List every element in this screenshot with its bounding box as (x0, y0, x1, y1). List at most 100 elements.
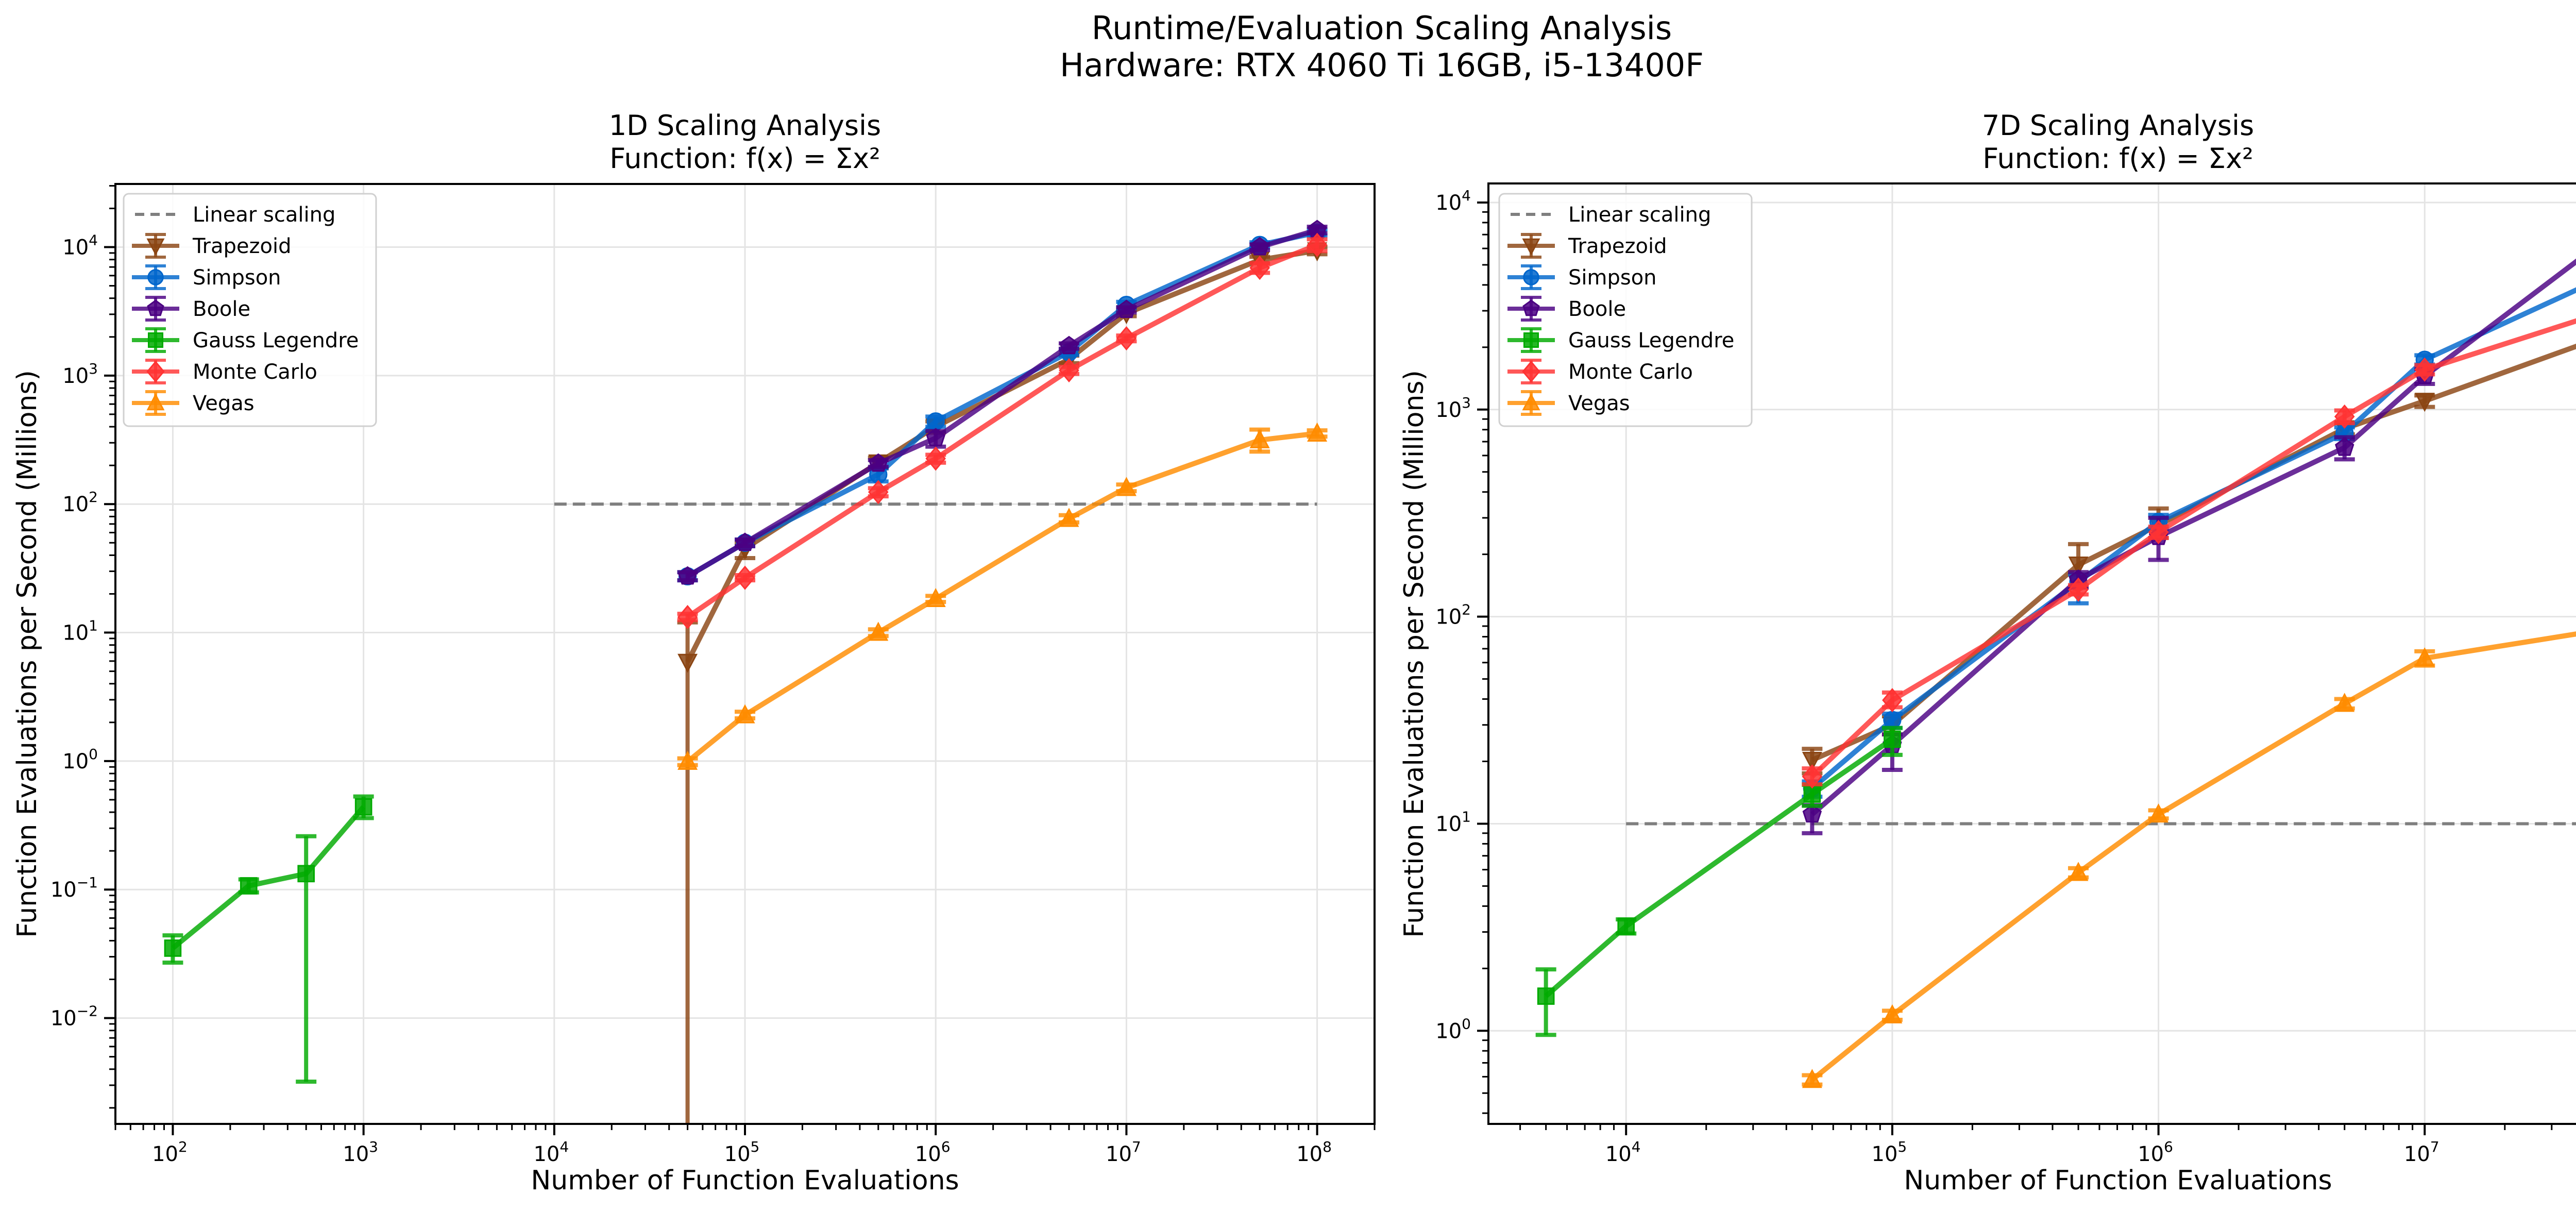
chart-1d-legend-marker-pentagon (147, 299, 164, 316)
chart-1d-line-monte-carlo (686, 242, 1318, 619)
chart-7d-legend-marker-pentagon (1522, 299, 1540, 316)
chart-7d-point-monte-carlo (2414, 357, 2435, 382)
chart-1d-point-gauss-legendre (164, 939, 182, 957)
chart-7d-point-monte-carlo (1802, 764, 1823, 789)
chart-7d-legend: Linear scaling Trapezoid Simpson Boole Gauss… (1498, 193, 1753, 427)
suptitle-line1: Runtime/Evaluation Scaling Analysis (1092, 9, 1672, 47)
chart-1d-point-vegas (677, 750, 698, 770)
chart-7d-legend-marker-triangle-down (1522, 238, 1540, 256)
chart-7d-legend-item-trapezoid: Trapezoid (1507, 233, 1667, 259)
chart-1d-point-vegas (1059, 508, 1079, 527)
chart-7d-legend-label: Linear scaling (1568, 203, 1711, 227)
chart-7d-legend-label: Vegas (1568, 392, 1630, 415)
chart-1d-legend-item-gauss-legendre: Gauss Legendre (132, 327, 359, 353)
chart-7d-point-vegas (2334, 693, 2355, 712)
chart-1d-legend-item-monte-carlo: Monte Carlo (132, 359, 317, 384)
chart-1d-ylabel: Function Evaluations per Second (Million… (12, 370, 43, 938)
chart-1d-line-vegas (686, 431, 1318, 764)
chart-7d-ytick-exponent: 0 (1462, 1015, 1471, 1032)
chart-1d-ytick-label: 10−1 (50, 874, 98, 902)
chart-1d-ytick-exponent: −2 (77, 1003, 98, 1020)
chart-1d-legend-label: Simpson (193, 266, 281, 290)
chart-1d-ytick-exponent: 2 (89, 489, 98, 506)
chart-7d-ytick-exponent: 3 (1462, 394, 1471, 411)
chart-1d-legend-marker-triangle-down (146, 238, 165, 256)
chart-7d-point-vegas (2414, 647, 2435, 667)
chart-7d-title-line1: 7D Scaling Analysis (1982, 109, 2254, 142)
chart-1d-legend-box (123, 193, 377, 427)
chart-1d-legend-label: Gauss Legendre (193, 329, 359, 352)
chart-7d-legend-item-vegas: Vegas (1507, 390, 1630, 416)
chart-1d-point-monte-carlo (1307, 232, 1328, 257)
chart-1d-legend-item-linear-scaling: Linear scaling (135, 203, 335, 227)
chart-1d-legend-item-trapezoid: Trapezoid (132, 233, 291, 259)
chart-1d-point-monte-carlo (735, 565, 755, 590)
chart-1d-xtick-exponent: 3 (369, 1138, 378, 1155)
chart-7d-point-trapezoid (1802, 751, 1822, 771)
chart-7d-legend-item-gauss-legendre: Gauss Legendre (1507, 327, 1734, 353)
chart-1d-legend: Linear scaling Trapezoid Simpson Boole Gauss… (123, 193, 377, 427)
chart-7d-series-vegas (1802, 631, 2576, 1088)
chart-1d-legend-label: Monte Carlo (193, 360, 317, 384)
chart-7d-frame (1487, 182, 2576, 1125)
chart-1d-legend-marker-square (148, 332, 163, 348)
chart-7d-ylabel: Function Evaluations per Second (Million… (1399, 370, 1430, 938)
chart-7d-point-monte-carlo (2068, 577, 2089, 602)
chart-1d-legend-item-boole: Boole (132, 296, 250, 322)
chart-1d-legend-label: Trapezoid (192, 234, 291, 258)
chart-7d-line-boole (1810, 258, 2576, 817)
chart-1d-axes: 102 103 104 105 106 107 10810−210−110010110210… (50, 183, 1376, 1166)
chart-1d-xtick-exponent: 2 (178, 1138, 188, 1155)
chart-1d-point-vegas (1116, 477, 1137, 496)
chart-7d-title-line2: Function: f(x) = Σx² (1982, 142, 2253, 175)
chart-1d-point-boole (1250, 237, 1269, 256)
chart-1d-point-gauss-legendre (240, 877, 258, 895)
chart-7d-series (1535, 258, 2576, 1088)
chart-7d-legend-label: Monte Carlo (1568, 360, 1693, 384)
chart-1d-xlabel: Number of Function Evaluations (531, 1165, 959, 1196)
chart-1d-point-vegas (868, 621, 889, 641)
chart-1d-ytick-exponent: −1 (77, 874, 98, 891)
chart-1d-title-line2: Function: f(x) = Σx² (609, 142, 880, 175)
chart-1d-point-monte-carlo (868, 480, 889, 504)
chart-7d-legend-marker-circle (1523, 269, 1539, 285)
chart-1d-point-monte-carlo (1249, 256, 1270, 280)
chart-7d-point-vegas (2068, 862, 2089, 881)
chart-7d-series-gauss-legendre (1535, 726, 1903, 1037)
chart-1d-point-monte-carlo (1059, 358, 1079, 383)
chart-1d-point-vegas (1249, 429, 1270, 448)
chart-7d-line-gauss-legendre (1544, 737, 1894, 998)
chart-7d-point-monte-carlo (2148, 520, 2169, 545)
chart-7d-legend-item-boole: Boole (1507, 296, 1626, 322)
chart-1d-point-trapezoid (677, 653, 698, 673)
chart-7d-point-vegas (1882, 1004, 1903, 1023)
chart-1d-point-vegas (735, 704, 755, 724)
chart-1d-grid (115, 184, 1375, 1124)
chart-1d-point-boole (677, 566, 698, 585)
chart-1d-xtick-exponent: 8 (1323, 1138, 1332, 1155)
chart-7d-ytick-exponent: 1 (1462, 808, 1471, 825)
chart-7d-xlabel: Number of Function Evaluations (1904, 1165, 2332, 1196)
chart-1d-point-vegas (925, 588, 946, 608)
chart-1d-legend-item-vegas: Vegas (132, 390, 255, 416)
chart-1d-point-gauss-legendre (354, 798, 372, 816)
chart-1d-legend-marker-diamond (146, 360, 165, 383)
chart-7d-line-monte-carlo (1810, 318, 2576, 779)
chart-1d-line-boole (686, 227, 1318, 579)
chart-7d-legend-box (1498, 193, 1753, 427)
chart-7d-legend-label: Boole (1568, 297, 1626, 321)
chart-7d-legend-label: Simpson (1568, 266, 1657, 290)
chart-1d-series-boole (677, 220, 1328, 585)
chart-7d-point-boole (2335, 437, 2354, 456)
chart-1d-xtick-exponent: 5 (751, 1138, 760, 1155)
chart-7d-ytick-label: 104 (1435, 187, 1471, 215)
chart-1d-legend-label: Boole (193, 297, 250, 321)
chart-1d-xtick-exponent: 7 (1132, 1138, 1141, 1155)
chart-7d-point-boole (1802, 804, 1822, 823)
chart-1d-legend-label: Vegas (193, 392, 255, 415)
chart-1d-scaling: 1D Scaling Analysis Function: f(x) = Σx²… (12, 109, 1376, 1196)
chart-7d-xtick-exponent: 7 (2430, 1138, 2439, 1155)
chart-1d-series (162, 220, 1328, 1124)
